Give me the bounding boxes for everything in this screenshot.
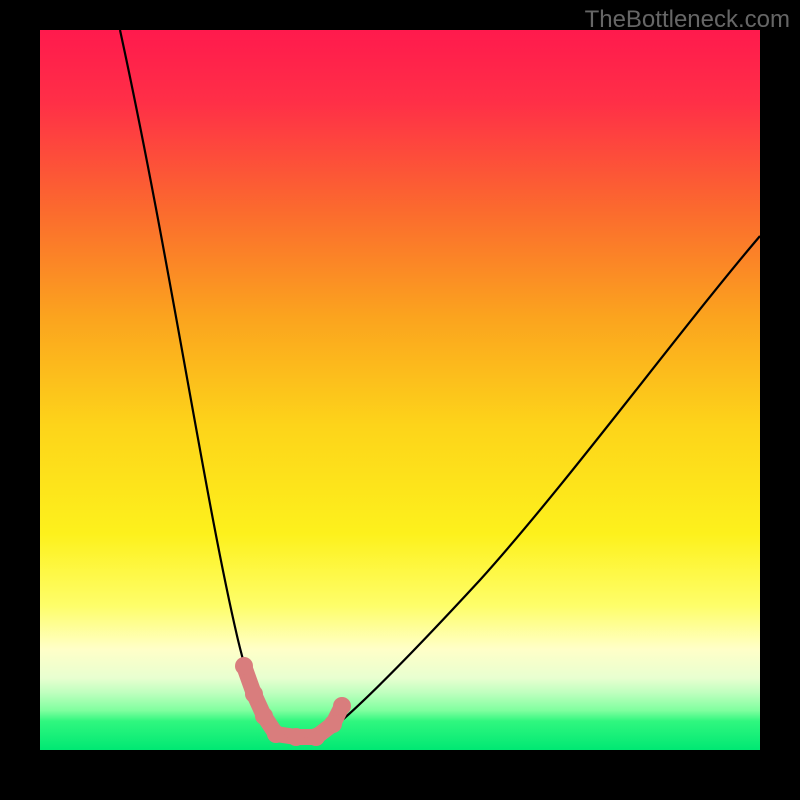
plot-gradient [40,30,760,750]
marker-dot [324,715,342,733]
marker-dot [235,657,253,675]
marker-dot [245,685,263,703]
chart-svg [0,0,800,800]
chart-container: TheBottleneck.com [0,0,800,800]
marker-dot [333,697,351,715]
marker-dot [267,725,285,743]
marker-dot [255,707,273,725]
marker-dot [307,728,325,746]
marker-dot [287,728,305,746]
watermark-text: TheBottleneck.com [585,6,790,34]
